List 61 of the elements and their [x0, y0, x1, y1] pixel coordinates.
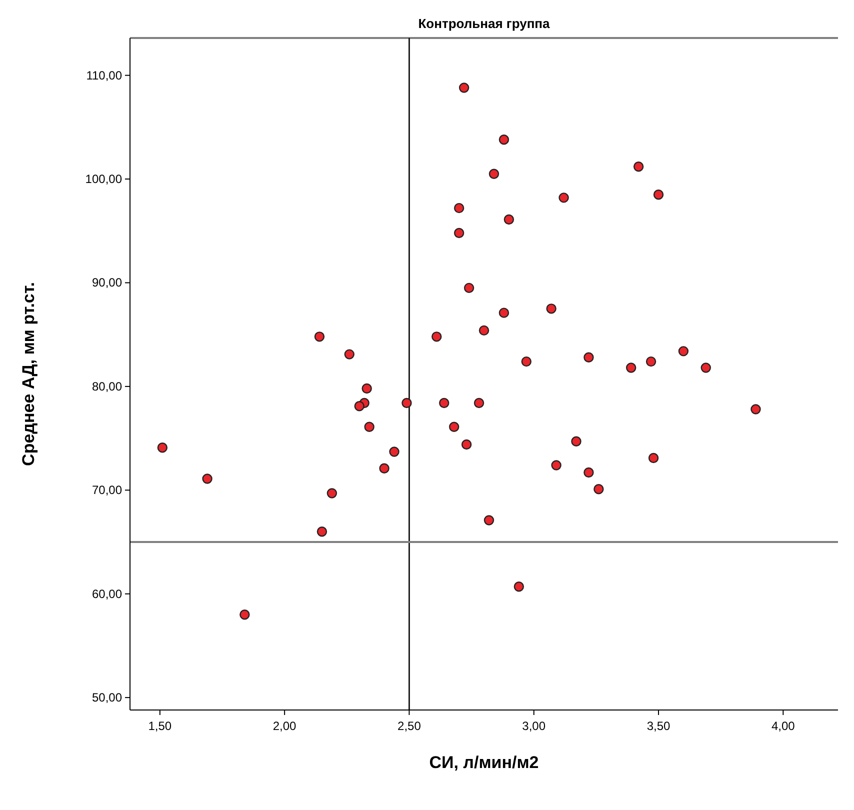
point	[364, 422, 374, 432]
point	[584, 467, 594, 478]
point	[454, 228, 464, 238]
point	[454, 202, 464, 214]
y-tick-label: 90,00	[92, 276, 122, 290]
point	[240, 609, 250, 620]
point	[474, 398, 484, 408]
point	[678, 346, 689, 356]
point	[653, 189, 664, 200]
point	[584, 352, 594, 363]
y-tick-label: 100,00	[85, 172, 122, 186]
point	[571, 436, 582, 447]
point	[202, 474, 212, 484]
point	[362, 383, 372, 394]
point	[498, 134, 510, 145]
y-tick-label: 110,00	[86, 68, 122, 82]
point	[646, 356, 656, 367]
point	[504, 214, 514, 225]
y-tick-label: 60,00	[92, 586, 122, 601]
point	[458, 82, 470, 93]
x-tick-label: 4,00	[771, 719, 796, 733]
point	[498, 308, 510, 318]
point	[546, 304, 556, 314]
point	[521, 356, 532, 367]
point	[448, 422, 460, 432]
point	[439, 398, 450, 408]
point	[344, 349, 354, 360]
x-tick-label: 3,50	[646, 719, 671, 733]
x-axis-title: СИ, л/мин/м2	[429, 753, 539, 772]
point	[157, 442, 168, 453]
x-tick-label: 1,50	[148, 719, 172, 733]
point	[464, 282, 474, 294]
point	[432, 332, 442, 342]
point	[478, 325, 490, 336]
y-axis-title: Среднее АД, мм рт.ст.	[19, 282, 38, 466]
point	[551, 460, 562, 470]
chart-title: Контрольная группа	[418, 16, 551, 31]
point	[488, 168, 500, 179]
x-tick-label: 2,50	[398, 719, 422, 733]
point	[326, 488, 338, 498]
point	[594, 484, 604, 494]
y-tick-label: 50,00	[92, 690, 122, 705]
point	[402, 398, 412, 408]
point	[750, 404, 761, 414]
point	[633, 161, 644, 172]
point	[626, 362, 636, 373]
point	[316, 526, 328, 537]
point	[461, 439, 472, 450]
x-tick-label: 2,00	[272, 719, 297, 733]
point	[379, 463, 390, 474]
point	[484, 515, 494, 526]
point	[354, 401, 364, 412]
x-tick-label: 3,00	[522, 719, 546, 733]
point	[314, 332, 325, 342]
y-tick-label: 80,00	[92, 379, 122, 394]
point	[700, 362, 711, 373]
y-tick-label: 70,00	[92, 483, 122, 498]
point	[514, 581, 524, 592]
point	[558, 192, 569, 203]
point	[648, 452, 659, 464]
point	[389, 446, 400, 457]
